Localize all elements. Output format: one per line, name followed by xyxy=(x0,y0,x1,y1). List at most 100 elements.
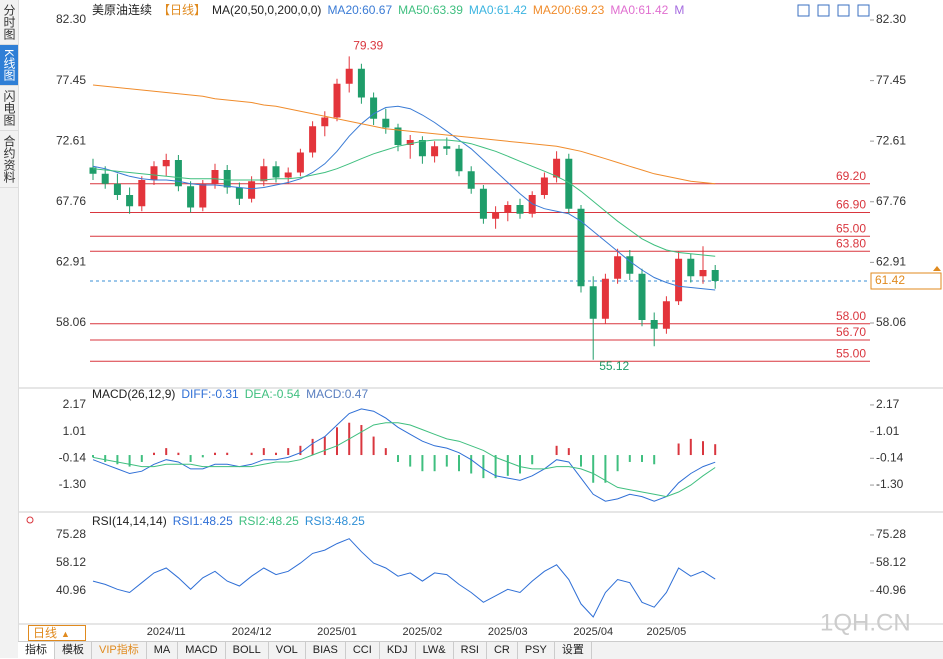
tool-tab[interactable]: KDJ xyxy=(380,642,416,659)
y-tick-label: -1.30 xyxy=(59,477,87,491)
candle-body xyxy=(638,273,646,320)
y-tick-label: 2.17 xyxy=(63,397,87,411)
icon[interactable] xyxy=(797,4,810,17)
series-line xyxy=(92,408,716,502)
candle-body xyxy=(138,180,146,207)
candle-body xyxy=(309,126,317,153)
period-button[interactable]: 日线 ▲ xyxy=(28,625,86,641)
y-tick-label: 58.12 xyxy=(56,555,86,569)
tool-tab[interactable]: PSY xyxy=(518,642,555,659)
candle-body xyxy=(187,186,195,208)
side-tab[interactable]: 合约资料 xyxy=(0,131,18,189)
x-tick-label: 2025/03 xyxy=(488,626,528,638)
legend-item: 美原油连续 xyxy=(92,2,152,17)
candle-body xyxy=(553,158,561,178)
tool-tab[interactable]: CR xyxy=(487,642,518,659)
settings-icon[interactable] xyxy=(26,516,34,524)
candle-body xyxy=(675,258,683,302)
candle-body xyxy=(284,172,292,178)
candle-body xyxy=(479,188,487,219)
watermark: 1QH.CN xyxy=(820,609,911,636)
y-tick-label: 62.91 xyxy=(876,255,906,269)
candle-body xyxy=(443,146,451,149)
candle-body xyxy=(614,256,622,279)
tool-tab[interactable]: BOLL xyxy=(226,642,269,659)
candle-body xyxy=(577,208,585,287)
candle-body xyxy=(248,181,256,199)
candle-body xyxy=(528,195,536,214)
series-line xyxy=(92,538,716,618)
candle-body xyxy=(711,270,719,281)
tool-tab[interactable]: MACD xyxy=(178,642,226,659)
y-tick-label: 82.30 xyxy=(876,12,906,26)
y-tick-label: 72.61 xyxy=(876,133,906,147)
level-label: 65.00 xyxy=(836,221,866,235)
y-tick-label: 82.30 xyxy=(56,12,86,26)
tool-tab[interactable]: LW& xyxy=(416,642,454,659)
tool-tab[interactable]: VIP指标 xyxy=(92,642,147,659)
level-label: 55.00 xyxy=(836,346,866,360)
legend-item: MA200:69.23 xyxy=(533,3,605,17)
tool-tab[interactable]: MA xyxy=(147,642,179,659)
y-tick-label: 1.01 xyxy=(876,424,900,438)
candle-body xyxy=(687,258,695,277)
series-line xyxy=(92,84,716,185)
legend-item: MACD(26,12,9) xyxy=(92,387,175,401)
side-tab[interactable]: K线图 xyxy=(0,45,18,87)
series-line xyxy=(92,139,716,257)
candle-body xyxy=(455,148,463,172)
level-label: 56.70 xyxy=(836,325,866,339)
candle-body xyxy=(601,278,609,319)
candle-body xyxy=(662,301,670,329)
toolbar-icons[interactable] xyxy=(797,4,870,17)
icon[interactable] xyxy=(857,4,870,17)
icon[interactable] xyxy=(837,4,850,17)
y-tick-label: 40.96 xyxy=(56,583,86,597)
level-label: 58.00 xyxy=(836,309,866,323)
candle-body xyxy=(431,146,439,157)
candle-body xyxy=(260,166,268,182)
tool-tab[interactable]: BIAS xyxy=(306,642,346,659)
last-price-arrow xyxy=(933,266,941,271)
candle-body xyxy=(418,140,426,157)
legend-item: DEA:-0.54 xyxy=(245,387,301,401)
period-label[interactable]: 日线 xyxy=(33,626,58,640)
candle-body xyxy=(296,152,304,173)
low-label: 55.12 xyxy=(599,359,629,373)
x-tick-label: 2025/05 xyxy=(647,626,687,638)
y-tick-label: 62.91 xyxy=(56,255,86,269)
candle-body xyxy=(650,320,658,329)
tool-tab[interactable]: 设置 xyxy=(555,642,592,659)
legend-item: MACD:0.47 xyxy=(306,387,368,401)
last-price-box xyxy=(870,272,942,290)
tool-tab[interactable]: RSI xyxy=(454,642,487,659)
candle-body xyxy=(211,170,219,184)
y-tick-label: 75.28 xyxy=(876,527,906,541)
y-tick-label: -0.14 xyxy=(876,450,904,464)
legend-item: 【日线】 xyxy=(158,3,206,17)
y-tick-label: 1.01 xyxy=(63,424,87,438)
high-label: 79.39 xyxy=(353,39,383,53)
icon[interactable] xyxy=(817,4,830,17)
tool-tab[interactable]: CCI xyxy=(346,642,380,659)
candle-body xyxy=(357,68,365,98)
side-tab[interactable]: 分时图 xyxy=(0,0,18,45)
last-price-label: 61.42 xyxy=(875,273,905,287)
x-tick-label: 2025/01 xyxy=(317,626,357,638)
candle-body xyxy=(235,187,243,199)
y-tick-label: 77.45 xyxy=(56,73,86,87)
tool-tab[interactable]: 模板 xyxy=(55,642,92,659)
series-line xyxy=(92,105,716,291)
x-tick-label: 2025/02 xyxy=(403,626,443,638)
tool-tab[interactable]: 指标 xyxy=(18,642,55,659)
y-tick-label: 58.12 xyxy=(876,555,906,569)
y-tick-label: 77.45 xyxy=(876,73,906,87)
y-tick-label: 67.76 xyxy=(56,194,86,208)
legend-item: MA(20,50,0,200,0,0) xyxy=(212,3,321,17)
tool-tab[interactable]: VOL xyxy=(269,642,306,659)
legend-item: RSI(14,14,14) xyxy=(92,514,167,528)
side-tab[interactable]: 闪电图 xyxy=(0,86,18,132)
y-tick-label: 2.17 xyxy=(876,397,900,411)
